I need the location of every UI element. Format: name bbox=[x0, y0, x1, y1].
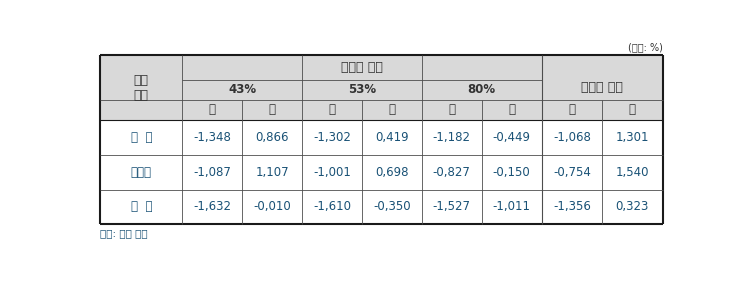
Text: 무: 무 bbox=[388, 103, 395, 116]
Text: 무: 무 bbox=[629, 103, 636, 116]
Text: 0,698: 0,698 bbox=[375, 166, 409, 179]
Text: -1,068: -1,068 bbox=[553, 131, 591, 144]
Text: 1,540: 1,540 bbox=[616, 166, 649, 179]
Text: 총량
변수: 총량 변수 bbox=[134, 74, 149, 102]
Text: -0,010: -0,010 bbox=[253, 200, 291, 213]
Text: -0,150: -0,150 bbox=[493, 166, 530, 179]
Text: -0,449: -0,449 bbox=[493, 131, 530, 144]
Text: 1,107: 1,107 bbox=[255, 166, 289, 179]
Text: -1,356: -1,356 bbox=[553, 200, 591, 213]
Text: -1,632: -1,632 bbox=[193, 200, 232, 213]
Text: 유: 유 bbox=[208, 103, 216, 116]
Bar bbox=[100, 120, 663, 224]
Text: 유: 유 bbox=[329, 103, 335, 116]
Text: -1,348: -1,348 bbox=[193, 131, 231, 144]
Text: 출처: 저자 작성: 출처: 저자 작성 bbox=[100, 228, 148, 239]
Text: 1,301: 1,301 bbox=[616, 131, 649, 144]
Text: 53%: 53% bbox=[348, 83, 376, 96]
Text: 43%: 43% bbox=[228, 83, 256, 96]
Text: 0,419: 0,419 bbox=[375, 131, 409, 144]
Text: -1,182: -1,182 bbox=[433, 131, 471, 144]
Text: -1,011: -1,011 bbox=[493, 200, 530, 213]
Text: (단위: %): (단위: %) bbox=[627, 42, 663, 52]
Text: -1,087: -1,087 bbox=[193, 166, 231, 179]
Text: -1,302: -1,302 bbox=[313, 131, 351, 144]
Text: -1,001: -1,001 bbox=[313, 166, 351, 179]
Text: -0,827: -0,827 bbox=[433, 166, 471, 179]
Bar bbox=[100, 55, 663, 120]
Text: -1,610: -1,610 bbox=[313, 200, 351, 213]
Text: 초대졸: 초대졸 bbox=[131, 166, 152, 179]
Text: 보편적 지원: 보편적 지원 bbox=[341, 61, 383, 74]
Text: 조건부 지원: 조건부 지원 bbox=[581, 81, 623, 94]
Text: 유: 유 bbox=[568, 103, 575, 116]
Text: 유: 유 bbox=[448, 103, 455, 116]
Text: 무: 무 bbox=[269, 103, 276, 116]
Text: 고  졸: 고 졸 bbox=[131, 131, 152, 144]
Text: 대  졸: 대 졸 bbox=[131, 200, 152, 213]
Text: 80%: 80% bbox=[468, 83, 496, 96]
Text: 0,323: 0,323 bbox=[616, 200, 649, 213]
Text: -0,754: -0,754 bbox=[553, 166, 591, 179]
Text: 무: 무 bbox=[508, 103, 515, 116]
Text: 0,866: 0,866 bbox=[255, 131, 289, 144]
Text: -0,350: -0,350 bbox=[373, 200, 411, 213]
Text: -1,527: -1,527 bbox=[433, 200, 471, 213]
